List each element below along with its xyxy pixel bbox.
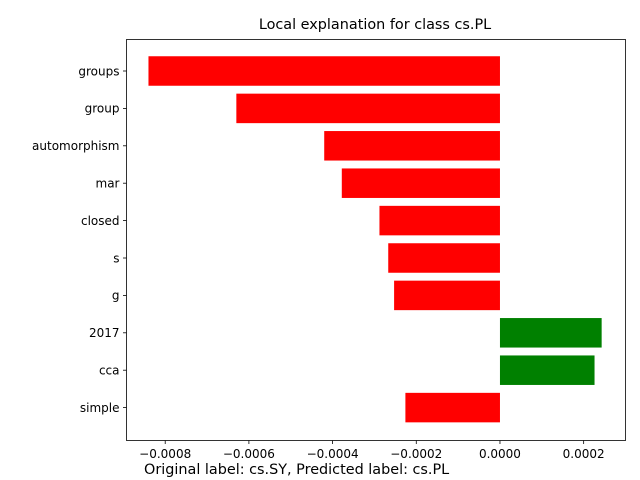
y-tick-label: group [85,102,120,116]
y-tick-label: mar [96,177,120,191]
y-axis-ticks: groups group automorphism mar closed s g 2017 cc… [32,64,127,415]
x-tick-label: −0.0004 [307,447,359,461]
bar-g [394,280,500,311]
y-tick-label: automorphism [32,139,119,153]
bar-simple [405,392,500,423]
bar-groups [148,56,500,86]
x-tick-label: −0.0002 [390,447,442,461]
y-tick-label: closed [81,214,120,228]
y-tick-label: 2017 [89,326,120,340]
bar-closed [379,205,500,236]
x-axis-ticks: −0.0008 −0.0006 −0.0004 −0.0002 0.0000 0.0002 [139,440,605,461]
y-tick-label: cca [99,364,120,378]
y-tick-label: s [113,251,119,265]
bar-2017 [499,318,602,348]
y-tick-label: simple [80,401,120,415]
bars-group [148,56,602,423]
x-tick-label: −0.0008 [139,447,191,461]
y-tick-label: g [112,289,120,303]
bar-group [236,93,500,124]
bar-cca [499,355,595,385]
chart-caption: Original label: cs.SY, Predicted label: … [144,462,449,478]
plot-frame [126,39,626,441]
x-tick-label: 0.0002 [563,447,605,461]
bar-s [388,243,500,273]
x-tick-label: −0.0006 [223,447,275,461]
x-tick-label: 0.0000 [479,447,521,461]
y-tick-label: groups [78,64,119,78]
bar-mar [341,168,500,198]
bar-automorphism [324,131,500,161]
chart-title: Local explanation for class cs.PL [259,17,491,33]
